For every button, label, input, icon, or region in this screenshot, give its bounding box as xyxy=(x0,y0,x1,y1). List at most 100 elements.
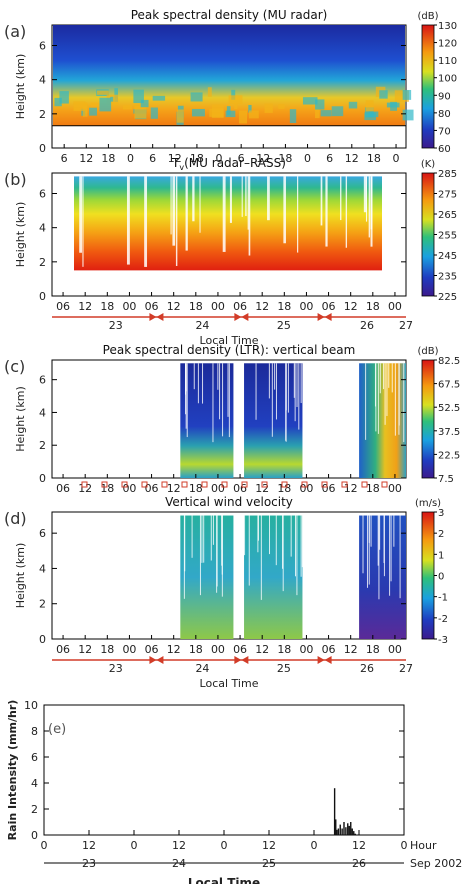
y-tick-label: 8 xyxy=(31,725,38,738)
gap-stripe xyxy=(290,515,292,557)
colorbar-tick-label: 52.5 xyxy=(438,403,460,414)
x-tick-label: 00 xyxy=(122,300,136,313)
gap-stripe xyxy=(212,515,214,545)
gap-stripe xyxy=(377,363,379,434)
y-tick-label: 0 xyxy=(39,472,46,485)
x-tick-label: 12 xyxy=(344,482,358,495)
heatmap-segment xyxy=(180,515,234,639)
gap-stripe xyxy=(245,176,247,217)
heatmap-segment xyxy=(359,515,406,639)
y-tick-label: 0 xyxy=(31,829,38,842)
ltr-marker xyxy=(301,481,308,488)
gap-stripe xyxy=(368,176,370,238)
colorbar-unit: (dB) xyxy=(417,346,438,357)
heatmap-cell xyxy=(278,104,285,109)
y-tick-label: 2 xyxy=(39,598,46,611)
y-tick-label: 4 xyxy=(31,777,38,790)
title-rest: (MU radar–RASS) xyxy=(184,156,286,170)
y-tick-label: 2 xyxy=(39,256,46,269)
x-tick-label: 0 xyxy=(41,839,48,852)
x-tick-label: 12 xyxy=(78,643,92,656)
gap-stripe xyxy=(379,515,381,550)
gap-stripe xyxy=(294,363,296,422)
heatmap-segment xyxy=(359,363,406,478)
heatmap-cell xyxy=(122,105,133,110)
gap-stripe xyxy=(379,363,381,394)
gap-stripe xyxy=(374,363,376,407)
gap-stripe xyxy=(274,363,276,390)
gap-stripe xyxy=(82,176,84,267)
x-tick-label: 18 xyxy=(189,643,203,656)
plot-frame xyxy=(43,704,405,836)
gap-stripe xyxy=(390,515,392,582)
heatmap-cell xyxy=(238,110,248,124)
gap-stripe xyxy=(185,176,188,251)
ltr-marker xyxy=(81,481,88,488)
colorbar xyxy=(421,24,435,149)
heatmap-cell xyxy=(402,109,414,121)
gap-stripe xyxy=(377,515,379,566)
heatmap-cell xyxy=(320,110,332,117)
heatmap-cell xyxy=(234,103,238,110)
colorbar-tick-label: 82.5 xyxy=(438,356,460,367)
gap-stripe xyxy=(199,176,201,233)
colorbar-tick-label: 235 xyxy=(438,272,457,283)
x-tick-label: 12 xyxy=(255,643,269,656)
colorbar-tick-label: 70 xyxy=(438,126,451,137)
x-tick-label: 00 xyxy=(122,482,136,495)
y-tick-label: 6 xyxy=(39,188,46,201)
gap-stripe xyxy=(285,363,287,442)
gap-stripe xyxy=(202,363,204,404)
heatmap-segment xyxy=(244,515,303,639)
heatmap-cell xyxy=(191,108,205,117)
y-tick-label: 2 xyxy=(39,108,46,121)
colorbar-tick-label: 1 xyxy=(438,550,444,561)
gap-stripe xyxy=(186,363,188,438)
gap-stripe xyxy=(403,363,405,442)
x-tick-label: 0 xyxy=(393,152,400,165)
ltr-marker xyxy=(221,481,228,488)
gap-stripe xyxy=(241,176,243,217)
colorbar-tick-label: 90 xyxy=(438,91,451,102)
colorbar-tick-label: 100 xyxy=(438,74,457,85)
x-tick-label: 18 xyxy=(277,482,291,495)
day-label: 26 xyxy=(360,662,374,675)
y-tick-label: 4 xyxy=(39,222,46,235)
x-tick-label: 0 xyxy=(127,152,134,165)
y-tick-label: 0 xyxy=(39,142,46,155)
panel-label: (b) xyxy=(4,170,27,189)
x-tick-label: 18 xyxy=(367,152,381,165)
x-tick-label: 18 xyxy=(190,152,204,165)
heatmap-cell xyxy=(207,87,212,97)
day-label: 23 xyxy=(109,319,123,332)
y-tick-label: 10 xyxy=(24,699,38,712)
gap-stripe xyxy=(126,176,130,265)
heatmap-cell xyxy=(231,89,236,100)
day-label: 23 xyxy=(109,662,123,675)
day-label: 24 xyxy=(195,662,209,675)
gap-stripe xyxy=(296,363,298,408)
x-tick-label: 12 xyxy=(79,152,93,165)
panel-title: Vertical wind velocity xyxy=(165,495,293,509)
gap-stripe xyxy=(345,176,348,248)
day-marker xyxy=(317,313,325,321)
gap-stripe xyxy=(388,363,390,388)
gap-stripe xyxy=(203,515,205,563)
ltr-marker xyxy=(381,481,388,488)
gap-stripe xyxy=(300,515,302,577)
gap-stripe xyxy=(260,515,262,600)
colorbar-tick-label: 245 xyxy=(438,251,457,262)
heatmap-cell xyxy=(228,95,243,104)
gap-stripe xyxy=(219,363,221,420)
gap-stripe xyxy=(384,363,386,425)
y-tick-label: 4 xyxy=(39,406,46,419)
gap-stripe xyxy=(366,515,368,588)
day-marker xyxy=(241,313,249,321)
day-label: 26 xyxy=(352,857,366,870)
gap-stripe xyxy=(267,176,270,221)
gap-stripe xyxy=(287,363,289,413)
heatmap-cell xyxy=(97,90,109,95)
heatmap-cell xyxy=(302,97,318,105)
y-tick-label: 2 xyxy=(31,803,38,816)
